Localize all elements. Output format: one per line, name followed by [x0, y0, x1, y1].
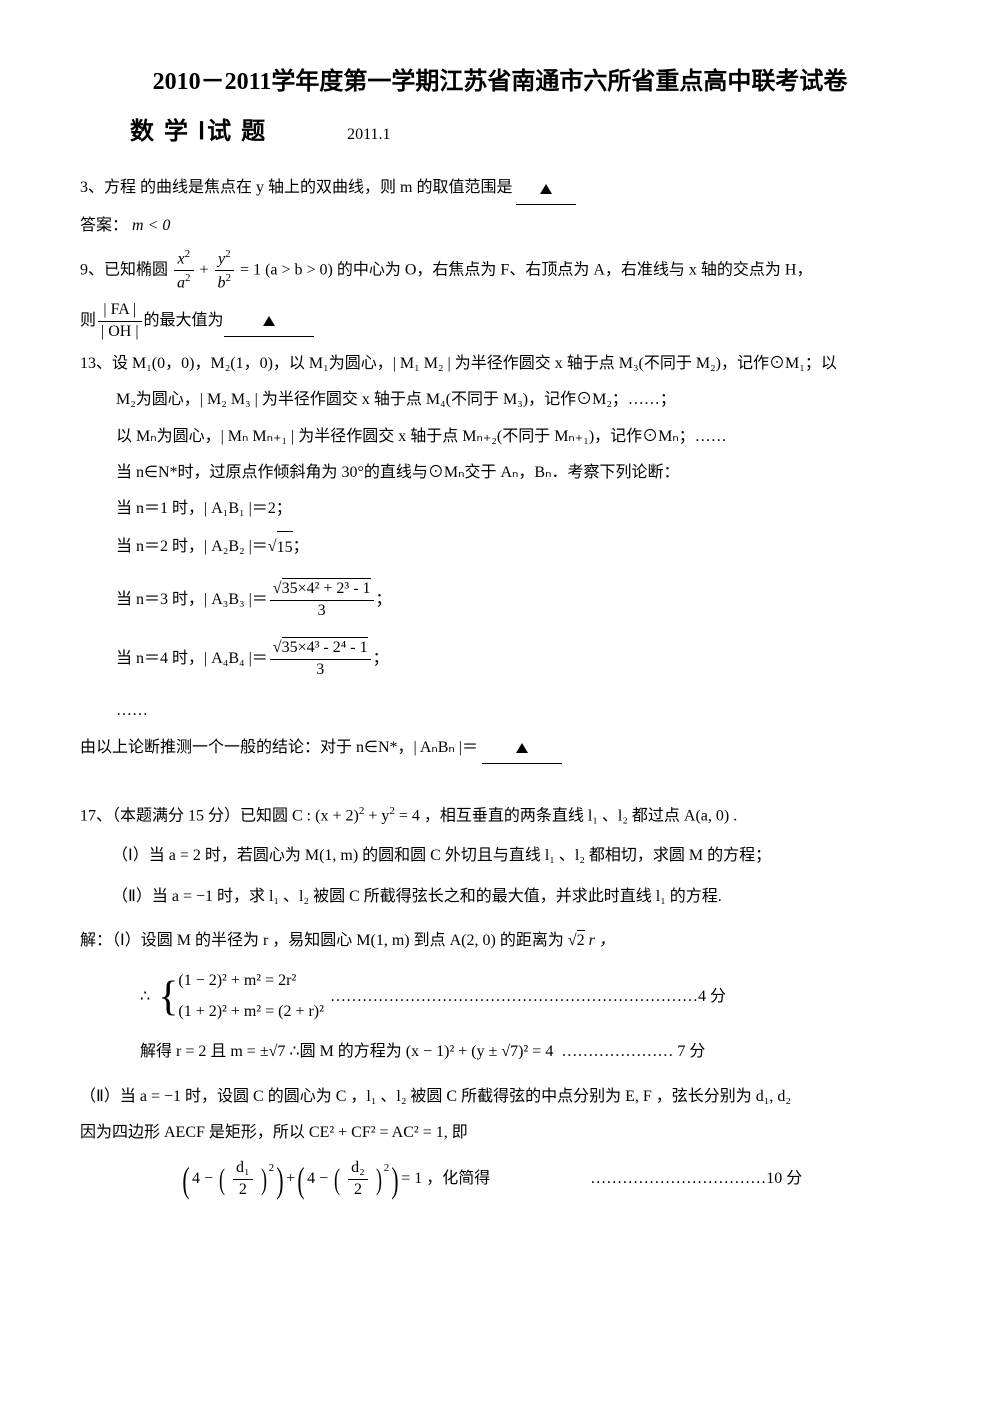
sol-text: 解：（Ⅰ）设圆 M 的半径为 r ，易知圆心 M(1, m) 到点 A(2, 0… [80, 932, 564, 949]
dots: …………………………… [590, 1164, 766, 1194]
p3-answer: m < 0 [132, 217, 170, 234]
frac-x2a2: x2 a2 [174, 247, 194, 294]
paren-l: ( [334, 1162, 340, 1198]
exam-title: 2010－2011学年度第一学期江苏省南通市六所省重点高中联考试卷 [80, 60, 920, 106]
paren-r: ) [392, 1162, 399, 1198]
c4-pre: 当 n＝4 时，| A₄B₄ |＝ [116, 644, 268, 674]
problem-17-sol-label: 解：（Ⅰ）设圆 M 的半径为 r ，易知圆心 M(1, m) 到点 A(2, 0… [80, 926, 920, 956]
problem-17-p1: （Ⅰ）当 a = 2 时，若圆心为 M(1, m) 的圆和圆 C 外切且与直线 … [80, 841, 920, 871]
paren-l: ( [219, 1162, 225, 1198]
paren-l: ( [298, 1162, 305, 1198]
dots: …………………………………………………………… [330, 982, 698, 1012]
c4-num: 35×4³ - 2⁴ - 1 [282, 637, 368, 656]
num-x: x [177, 250, 184, 267]
d1-den: 2 [233, 1180, 253, 1201]
problem-13-case2: 当 n＝2 时，| A₂B₂ |＝ √15 ； [80, 531, 920, 563]
solve-line: 解得 r = 2 且 m = ±√7 ∴圆 M 的方程为 (x − 1)² + … [140, 1043, 553, 1060]
problem-13-l2: M₂为圆心，| M₂ M₃ | 为半径作圆交 x 轴于点 M₄(不同于 M₃)，… [80, 385, 920, 415]
p9-l2-pre: 则 [80, 306, 96, 336]
problem-13-case3: 当 n＝3 时，| A₃B₃ |＝ √35×4² + 2³ - 1 3 ； [80, 579, 920, 622]
c4-post: ； [373, 644, 389, 674]
p17-mid: + y [368, 807, 389, 824]
c2-root: 15 [277, 531, 293, 563]
den-b: b [218, 274, 226, 291]
frac-d1: d₁ 2 [233, 1158, 253, 1201]
d2-num: d₂ [348, 1158, 368, 1180]
blank [224, 306, 314, 337]
mark10: 10 分 [766, 1164, 802, 1194]
mark7: 7 分 [677, 1043, 705, 1060]
subtitle: 数 学 Ⅰ试 题 [130, 110, 267, 156]
problem-17-final: ( 4 − ( d₁ 2 ) 2 ) + ( 4 − ( d₂ 2 ) 2 ) = … [80, 1158, 920, 1201]
problem-13-l4: 当 n∈N*时，过原点作倾斜角为 30°的直线与⊙Mₙ交于 Aₙ，Bₙ．考察下列… [80, 458, 920, 488]
eq1: = 1 ，化简得 [401, 1164, 490, 1194]
p9-cond: = 1 (a > b > 0) 的中心为 O，右焦点为 F、右顶点为 A，右准线… [240, 261, 812, 278]
p3-text: 3、方程 的曲线是焦点在 y 轴上的双曲线，则 m 的取值范围是 [80, 179, 512, 196]
paren-l: ( [182, 1162, 189, 1198]
plus: + [286, 1164, 295, 1194]
sol-r: r ， [589, 932, 615, 949]
sys1: (1 − 2)² + m² = 2r² [178, 966, 324, 996]
p17-pre: 17、（本题满分 15 分）已知圆 C : (x + 2) [80, 807, 359, 824]
c2-pre: 当 n＝2 时，| A₂B₂ |＝ [116, 532, 268, 562]
four2: 4 − [307, 1170, 332, 1187]
problem-17-p2s1: （Ⅱ）当 a = −1 时，设圆 C 的圆心为 C ，l₁ 、l₂ 被圆 C 所… [80, 1082, 920, 1112]
paren-r: ) [376, 1162, 382, 1198]
frac-fa-oh: | FA | | OH | [98, 300, 142, 343]
dots: ………………… [561, 1043, 673, 1060]
answer-label: 答案： [80, 217, 128, 234]
paren-r: ) [277, 1162, 284, 1198]
c2-rad: √ [268, 532, 277, 562]
c3-num: 35×4² + 2³ - 1 [282, 578, 371, 597]
p9-prefix: 9、已知椭圆 [80, 261, 168, 278]
num-fa: | FA | [98, 300, 142, 322]
problem-13-l3: 以 Mₙ为圆心，| Mₙ Mₙ₊₁ | 为半径作圆交 x 轴于点 Mₙ₊₂(不同… [80, 422, 920, 452]
problem-13-ellipsis: …… [80, 696, 920, 726]
c3-frac: √35×4² + 2³ - 1 3 [270, 579, 374, 622]
problem-3-answer: 答案： m < 0 [80, 211, 920, 241]
problem-13-case4: 当 n＝4 时，| A₄B₄ |＝ √35×4³ - 2⁴ - 1 3 ； [80, 638, 920, 681]
brace-icon: { [158, 976, 178, 1018]
d2-den: 2 [348, 1180, 368, 1201]
problem-3: 3、方程 的曲线是焦点在 y 轴上的双曲线，则 m 的取值范围是 [80, 173, 920, 204]
c3-post: ； [376, 585, 392, 615]
blank [482, 733, 562, 764]
p13-concl-text: 由以上论断推测一个一般的结论：对于 n∈N*，| AₙBₙ |＝ [80, 739, 478, 756]
problem-13-conclusion: 由以上论断推测一个一般的结论：对于 n∈N*，| AₙBₙ |＝ [80, 733, 920, 764]
problem-9: 9、已知椭圆 x2 a2 + y2 b2 = 1 (a > b > 0) 的中心… [80, 247, 920, 294]
c2-post: ； [293, 532, 309, 562]
problem-17-p2s2: 因为四边形 AECF 是矩形，所以 CE² + CF² = AC² = 1, 即 [80, 1118, 920, 1148]
c4-den: 3 [270, 660, 371, 681]
problem-17-solve: 解得 r = 2 且 m = ±√7 ∴圆 M 的方程为 (x − 1)² + … [80, 1037, 920, 1067]
frac-y2b2: y2 b2 [215, 247, 235, 294]
therefore: ∴ [140, 982, 150, 1012]
den-oh: | OH | [98, 322, 142, 343]
subtitle-row: 数 学 Ⅰ试 题 2011.1 [80, 110, 920, 156]
paren-r: ) [261, 1162, 267, 1198]
triangle-icon [540, 184, 552, 194]
c3-den: 3 [270, 601, 374, 622]
sol-root2: 2 [577, 930, 585, 949]
triangle-icon [263, 316, 275, 326]
p17-post: = 4 ，相互垂直的两条直线 l₁ 、l₂ 都过点 A(a, 0) . [399, 807, 737, 824]
problem-13-case1: 当 n＝1 时，| A₁B₁ |＝2； [80, 494, 920, 524]
c4-frac: √35×4³ - 2⁴ - 1 3 [270, 638, 371, 681]
d1-num: d₁ [233, 1158, 253, 1180]
c3-pre: 当 n＝3 时，| A₃B₃ |＝ [116, 585, 268, 615]
problem-17-head: 17、（本题满分 15 分）已知圆 C : (x + 2)2 + y2 = 4 … [80, 801, 920, 832]
problem-17-p2: （Ⅱ）当 a = −1 时，求 l₁ 、l₂ 被圆 C 所截得弦长之和的最大值，… [80, 882, 920, 912]
p9-l2-post: 的最大值为 [144, 306, 224, 336]
den-a: a [177, 274, 185, 291]
plus: + [200, 261, 213, 278]
four1: 4 − [192, 1170, 217, 1187]
blank [516, 173, 576, 204]
sys2: (1 + 2)² + m² = (2 + r)² [178, 997, 324, 1027]
frac-d2: d₂ 2 [348, 1158, 368, 1201]
problem-9-line2: 则 | FA | | OH | 的最大值为 [80, 300, 920, 343]
triangle-icon [516, 743, 528, 753]
exam-date: 2011.1 [347, 120, 390, 150]
problem-13-l1: 13、设 M₁(0，0)，M₂(1，0)，以 M₁为圆心，| M₁ M₂ | 为… [80, 349, 920, 379]
problem-17-system: ∴ { (1 − 2)² + m² = 2r² (1 + 2)² + m² = … [80, 966, 920, 1027]
mark4: 4 分 [698, 982, 726, 1012]
